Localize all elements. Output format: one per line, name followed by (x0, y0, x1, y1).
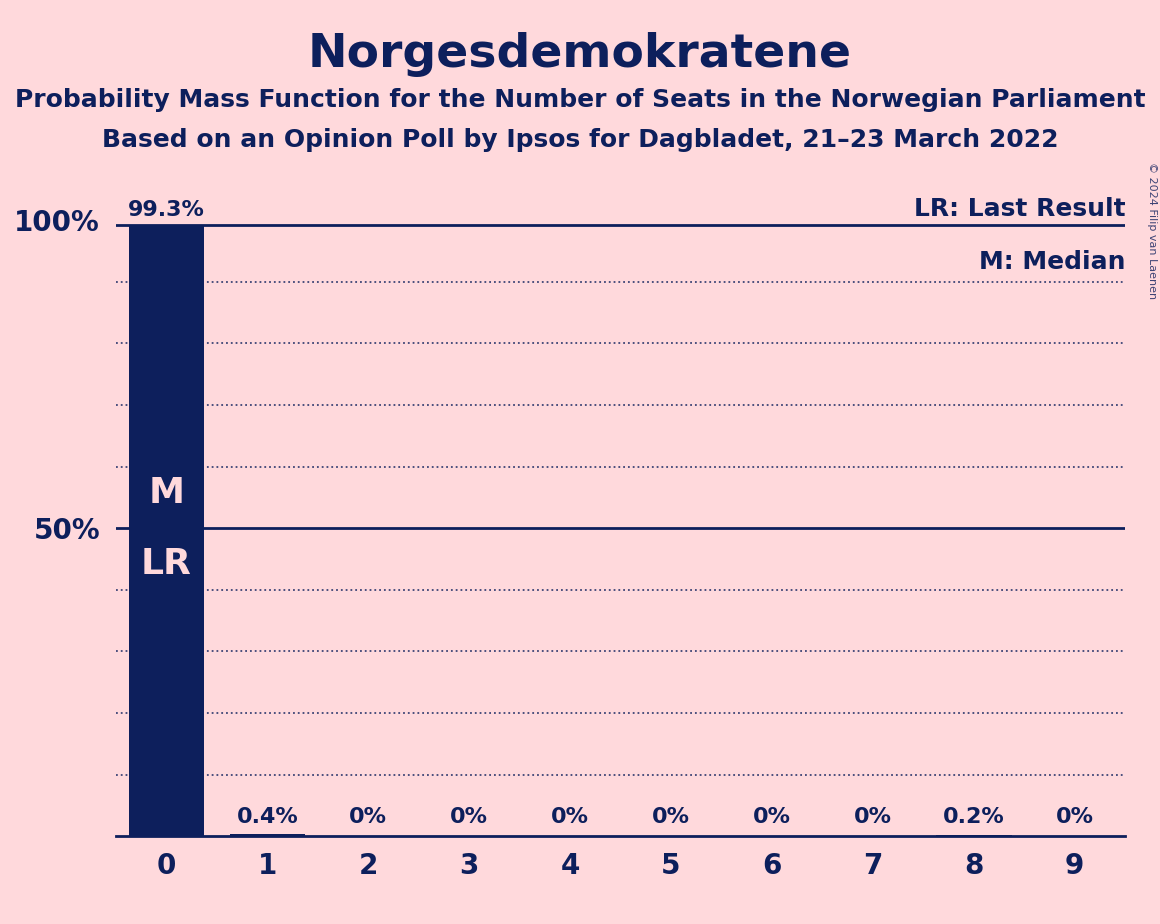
Text: LR: LR (142, 547, 191, 580)
Text: 0%: 0% (551, 807, 589, 827)
Text: 0.4%: 0.4% (237, 807, 298, 827)
Text: 0%: 0% (854, 807, 892, 827)
Text: 0%: 0% (349, 807, 387, 827)
Bar (230, 833, 305, 836)
Text: M: Median: M: Median (979, 250, 1125, 274)
Text: LR: Last Result: LR: Last Result (914, 198, 1125, 222)
Bar (936, 835, 1012, 836)
Text: © 2024 Filip van Laenen: © 2024 Filip van Laenen (1147, 163, 1157, 299)
Text: Probability Mass Function for the Number of Seats in the Norwegian Parliament: Probability Mass Function for the Number… (15, 88, 1145, 112)
Text: 99.3%: 99.3% (128, 200, 205, 220)
Text: 0.2%: 0.2% (943, 807, 1005, 827)
Text: 0%: 0% (652, 807, 690, 827)
Bar (129, 225, 204, 836)
Text: 0%: 0% (450, 807, 488, 827)
Text: 0%: 0% (753, 807, 791, 827)
Text: Based on an Opinion Poll by Ipsos for Dagbladet, 21–23 March 2022: Based on an Opinion Poll by Ipsos for Da… (102, 128, 1058, 152)
Text: Norgesdemokratene: Norgesdemokratene (309, 32, 851, 78)
Text: 0%: 0% (1056, 807, 1094, 827)
Text: M: M (148, 476, 184, 510)
